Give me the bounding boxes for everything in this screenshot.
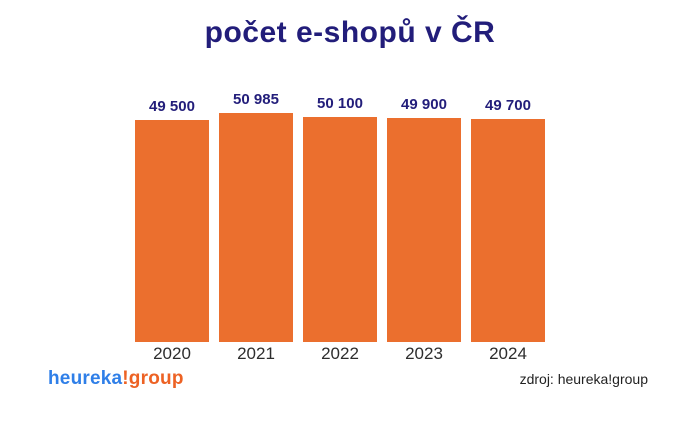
logo-text-group: !group xyxy=(122,368,184,389)
bar-column-2020: 49 500 2020 xyxy=(135,98,209,364)
x-tick-label: 2021 xyxy=(237,344,275,363)
heureka-group-logo: heureka!group xyxy=(48,368,184,390)
bar-2024 xyxy=(471,119,545,342)
bar-column-2023: 49 900 2023 xyxy=(387,96,461,364)
x-tick-label: 2023 xyxy=(405,344,443,363)
bar-2020 xyxy=(135,120,209,342)
bar-column-2022: 50 100 2022 xyxy=(303,95,377,364)
bar-value-label: 50 985 xyxy=(233,91,279,108)
x-tick-label: 2022 xyxy=(321,344,359,363)
x-tick-label: 2020 xyxy=(153,344,191,363)
bar-value-label: 50 100 xyxy=(317,95,363,112)
bar-column-2024: 49 700 2024 xyxy=(471,97,545,364)
logo-text-heureka: heureka xyxy=(48,368,123,389)
bar-2022 xyxy=(303,117,377,342)
bar-2021 xyxy=(219,113,293,342)
bar-chart: 49 500 2020 50 985 2021 50 100 2022 49 900 2023… xyxy=(135,91,545,364)
bar-2023 xyxy=(387,118,461,342)
bar-value-label: 49 500 xyxy=(149,98,195,115)
bar-value-label: 49 700 xyxy=(485,97,531,114)
x-tick-label: 2024 xyxy=(489,344,527,363)
source-text: zdroj: heureka!group xyxy=(519,371,648,387)
chart-title: počet e-shopů v ČR xyxy=(204,16,496,49)
bar-value-label: 49 900 xyxy=(401,96,447,113)
bar-column-2021: 50 985 2021 xyxy=(219,91,293,364)
